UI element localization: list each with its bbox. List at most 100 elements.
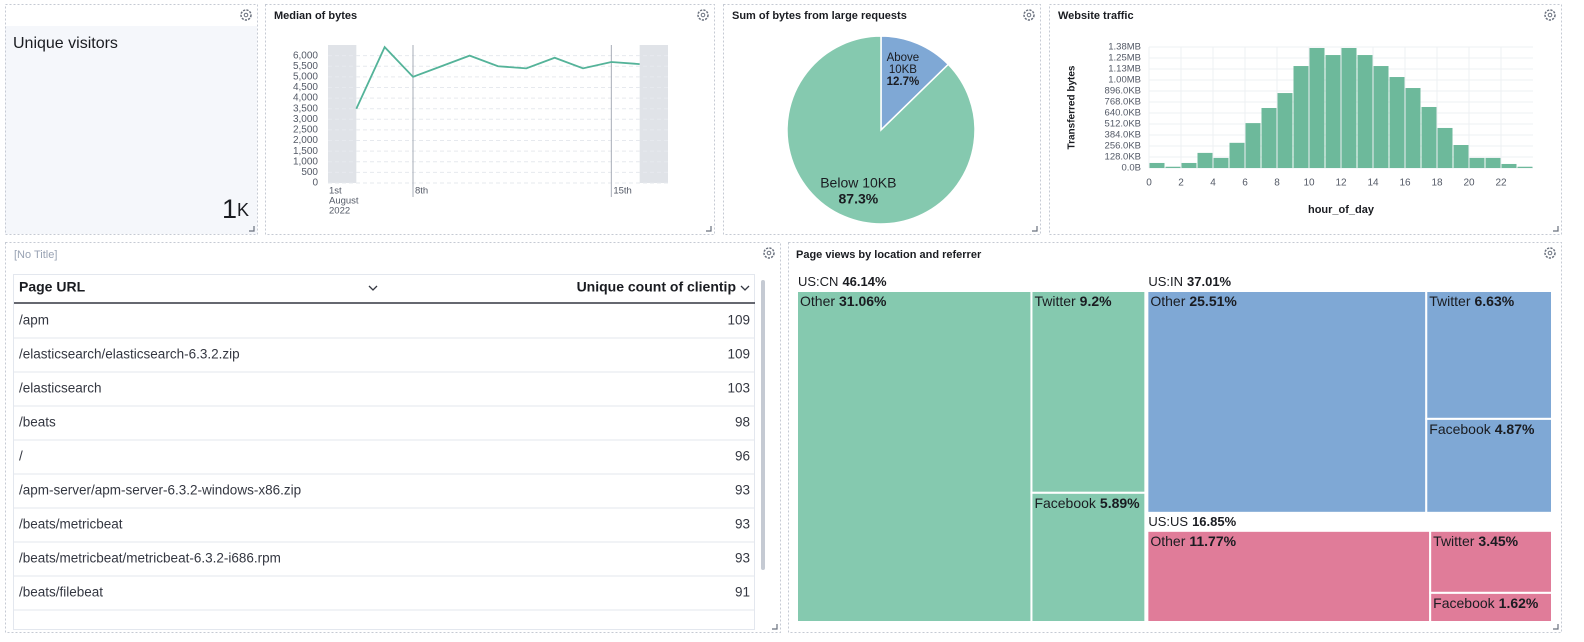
y-tick-label: 500	[301, 167, 318, 178]
resize-handle[interactable]	[772, 624, 778, 630]
table-cell: /beats/metricbeat/metricbeat-6.3.2-i686.…	[19, 551, 281, 566]
cell-label: Other 31.06%	[800, 293, 887, 309]
cell-label-name: Other	[1150, 293, 1185, 309]
resize-handle[interactable]	[249, 226, 255, 232]
table-cell: /apm-server/apm-server-6.3.2-windows-x86…	[19, 483, 301, 498]
histogram-bar	[1389, 77, 1405, 168]
group-label-name: US:IN	[1148, 274, 1183, 289]
cell-label-value: 6.63%	[1475, 293, 1515, 309]
sort-chevron[interactable]	[368, 285, 378, 291]
out-of-range	[639, 45, 668, 183]
histogram-bar	[1261, 107, 1277, 168]
panel-title: Median of bytes	[274, 10, 357, 22]
panel-options-button[interactable]	[697, 9, 709, 21]
panel-options-button[interactable]	[1023, 9, 1035, 21]
slice-value-label: 87.3%	[839, 190, 879, 206]
gear-icon	[697, 9, 709, 21]
gear-hole	[700, 12, 706, 18]
gear-icon	[1544, 247, 1556, 259]
x-axis-start-label: 1st	[329, 186, 342, 197]
resize-handle[interactable]	[1553, 624, 1559, 630]
panel-options-button[interactable]	[1544, 9, 1556, 21]
resize-handle[interactable]	[706, 226, 712, 232]
x-tick-label: 8th	[415, 186, 428, 197]
treemap-cell	[1429, 591, 1553, 623]
histogram-bar	[1325, 55, 1341, 168]
metric-background	[5, 26, 257, 234]
gear-hole	[1547, 250, 1553, 256]
x-axis-start-label: 2022	[329, 206, 350, 217]
x-tick-label: 18	[1431, 178, 1443, 189]
x-tick-label: 22	[1495, 178, 1507, 189]
histogram-bar	[1181, 162, 1197, 168]
gear-icon	[240, 9, 252, 21]
panel-options-button[interactable]	[240, 9, 252, 21]
histogram-bar	[1165, 166, 1181, 168]
resize-handle[interactable]	[1032, 226, 1038, 232]
x-axis-start-label: August	[329, 196, 359, 207]
table-cell: 98	[735, 415, 750, 430]
gear-hole	[766, 250, 772, 256]
x-tick-label: 0	[1146, 178, 1152, 189]
sort-chevron[interactable]	[740, 285, 750, 291]
cell-label-name: Twitter	[1429, 293, 1471, 309]
x-tick-label: 12	[1335, 178, 1347, 189]
slice-label-line: 10KB	[889, 64, 917, 76]
cell-label: Other 11.77%	[1150, 533, 1236, 549]
y-tick-label: 0.0B	[1121, 163, 1141, 174]
histogram-bar	[1341, 47, 1357, 168]
histogram-bar	[1437, 127, 1453, 168]
x-tick-label: 14	[1367, 178, 1379, 189]
y-tick-label: 896.0KB	[1105, 86, 1141, 97]
treemap-cell	[1425, 290, 1554, 420]
x-tick-label: 10	[1303, 178, 1315, 189]
cell-label: Twitter 3.45%	[1433, 533, 1518, 549]
column-header[interactable]: Unique count of clientip	[577, 279, 736, 295]
histogram-bar	[1357, 55, 1373, 168]
group-label-name: US:US	[1148, 514, 1188, 529]
panel-border	[1049, 4, 1562, 235]
cell-label-value: 11.77%	[1189, 533, 1236, 549]
table-cell: 96	[735, 449, 750, 464]
y-tick-label: 4,500	[293, 82, 318, 93]
panel-title: Sum of bytes from large requests	[732, 10, 907, 22]
y-tick-label: 6,000	[293, 50, 318, 61]
x-tick-label: 4	[1210, 178, 1216, 189]
table-cell: 93	[735, 551, 750, 566]
scrollbar[interactable]	[761, 280, 765, 570]
x-tick-label: 15th	[613, 186, 632, 197]
group-label-name: US:CN	[798, 274, 838, 289]
y-tick-label: 1.38MB	[1108, 42, 1141, 53]
histogram-bar	[1501, 163, 1517, 168]
table-cell: 109	[727, 313, 750, 328]
cell-label-name: Facebook	[1429, 421, 1491, 437]
gear-hole	[1026, 12, 1032, 18]
panel-title: Website traffic	[1058, 10, 1134, 22]
x-tick-label: 20	[1463, 178, 1475, 189]
gear-hole	[243, 12, 249, 18]
cell-label: Facebook 4.87%	[1429, 421, 1535, 437]
x-tick-label: 8	[1274, 178, 1280, 189]
histogram-bar	[1229, 142, 1245, 168]
cell-label-value: 3.45%	[1478, 533, 1518, 549]
pie-slice	[880, 35, 950, 132]
y-axis-title: Transferred bytes	[1067, 65, 1078, 149]
y-tick-label: 1,500	[293, 146, 318, 157]
table-cell: 103	[727, 381, 750, 396]
column-header[interactable]: Page URL	[19, 279, 86, 295]
out-of-range	[328, 45, 357, 183]
table-cell: /apm	[19, 313, 49, 328]
cell-label-value: 5.89%	[1100, 495, 1140, 511]
y-tick-label: 0	[312, 178, 318, 189]
gear-icon	[1023, 9, 1035, 21]
histogram-bar	[1405, 88, 1421, 168]
panel-options-button[interactable]	[763, 247, 775, 259]
histogram-bar	[1213, 157, 1229, 168]
y-tick-label: 512.0KB	[1105, 119, 1141, 130]
resize-handle[interactable]	[1553, 226, 1559, 232]
histogram-bar	[1197, 152, 1213, 168]
panel-options-button[interactable]	[1544, 247, 1556, 259]
panel-border	[5, 242, 781, 633]
table-cell: 109	[727, 347, 750, 362]
